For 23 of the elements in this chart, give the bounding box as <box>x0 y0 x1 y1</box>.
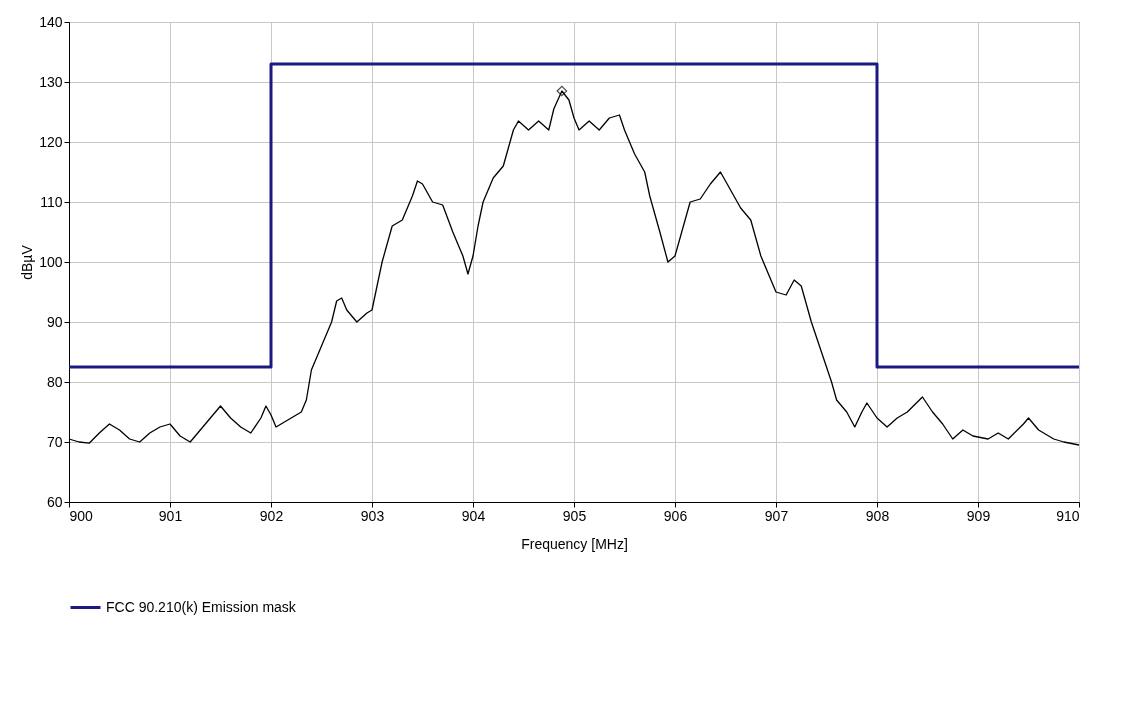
x-tick-label: 902 <box>259 507 284 524</box>
legend-label: FCC 90.210(k) Emission mask <box>106 598 297 615</box>
y-tick-label: 120 <box>39 133 63 150</box>
y-tick-label: 60 <box>46 493 63 510</box>
x-tick-label: 910 <box>1056 507 1080 524</box>
y-tick-label: 110 <box>40 193 63 210</box>
x-tick-label: 900 <box>69 507 94 524</box>
x-tick-label: 907 <box>764 507 789 524</box>
y-tick-label: 70 <box>46 433 63 450</box>
x-tick-label: 905 <box>562 507 587 524</box>
y-tick-label: 80 <box>46 373 63 390</box>
y-tick-label: 90 <box>46 313 63 330</box>
x-axis-title: Frequency [MHz] <box>521 535 628 552</box>
x-tick-label: 904 <box>461 507 486 524</box>
x-tick-label: 909 <box>966 507 991 524</box>
y-tick-label: 100 <box>39 253 63 270</box>
y-axis-title: dBµV <box>19 244 36 280</box>
x-tick-label: 908 <box>865 507 890 524</box>
y-tick-label: 140 <box>39 13 63 30</box>
x-tick-label: 903 <box>360 507 385 524</box>
x-tick-label: 906 <box>663 507 688 524</box>
x-tick-label: 901 <box>158 507 183 524</box>
y-tick-label: 130 <box>39 73 63 90</box>
